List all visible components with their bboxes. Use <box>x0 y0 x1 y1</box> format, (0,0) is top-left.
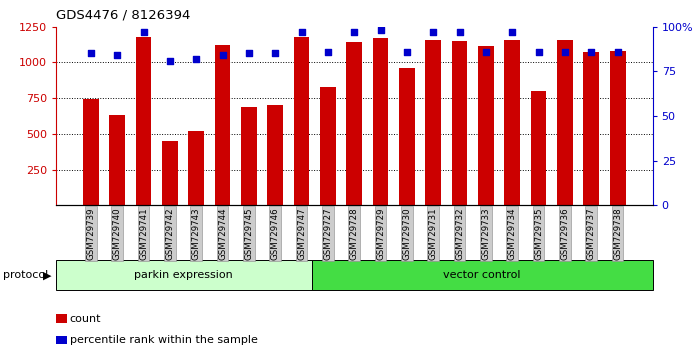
Point <box>559 49 570 55</box>
Point <box>612 49 623 55</box>
Point <box>322 49 334 55</box>
Text: count: count <box>70 314 101 324</box>
Bar <box>110 115 125 205</box>
Text: GSM729728: GSM729728 <box>350 207 359 260</box>
Text: parkin expression: parkin expression <box>134 270 233 280</box>
Text: GSM729745: GSM729745 <box>244 207 253 260</box>
Bar <box>241 107 257 205</box>
Point <box>85 51 96 56</box>
Point <box>480 49 491 55</box>
Bar <box>215 45 230 205</box>
FancyBboxPatch shape <box>311 260 653 290</box>
Bar <box>188 131 204 205</box>
Text: GSM729742: GSM729742 <box>165 207 174 260</box>
FancyBboxPatch shape <box>56 260 311 290</box>
Text: GSM729747: GSM729747 <box>297 207 306 260</box>
Bar <box>557 40 573 205</box>
Bar <box>505 40 520 205</box>
Bar <box>609 51 625 205</box>
Text: GSM729735: GSM729735 <box>534 207 543 260</box>
Point <box>112 52 123 58</box>
Text: GSM729740: GSM729740 <box>112 207 121 260</box>
Text: GSM729733: GSM729733 <box>482 207 491 260</box>
Bar <box>530 91 547 205</box>
Point <box>507 29 518 35</box>
Point <box>375 27 386 33</box>
Bar <box>83 99 99 205</box>
Bar <box>267 105 283 205</box>
Bar <box>346 41 362 205</box>
Bar <box>584 52 599 205</box>
Text: protocol: protocol <box>3 270 49 280</box>
Point <box>586 49 597 55</box>
Text: GSM729727: GSM729727 <box>323 207 332 260</box>
Text: GSM729729: GSM729729 <box>376 207 385 259</box>
Text: GSM729743: GSM729743 <box>192 207 201 260</box>
Bar <box>294 37 309 205</box>
Point <box>138 29 149 35</box>
Point <box>348 29 359 35</box>
Point <box>217 52 228 58</box>
Point <box>191 56 202 62</box>
Point <box>244 51 255 56</box>
Point <box>269 51 281 56</box>
Text: GSM729744: GSM729744 <box>218 207 227 260</box>
Bar <box>162 141 178 205</box>
Bar <box>135 37 151 205</box>
Text: vector control: vector control <box>443 270 521 280</box>
Text: GSM729734: GSM729734 <box>507 207 517 260</box>
Text: GSM729732: GSM729732 <box>455 207 464 260</box>
Point <box>454 29 465 35</box>
Text: GSM729736: GSM729736 <box>560 207 570 260</box>
Text: ▶: ▶ <box>43 270 52 280</box>
Text: GSM729730: GSM729730 <box>403 207 411 260</box>
Point <box>164 58 175 63</box>
Bar <box>452 41 468 205</box>
Text: GSM729737: GSM729737 <box>587 207 596 260</box>
Text: GSM729741: GSM729741 <box>139 207 148 260</box>
Bar <box>399 68 415 205</box>
Bar <box>320 87 336 205</box>
Text: GDS4476 / 8126394: GDS4476 / 8126394 <box>56 9 191 22</box>
Text: GSM729731: GSM729731 <box>429 207 438 260</box>
Text: GSM729739: GSM729739 <box>87 207 96 259</box>
Bar <box>478 46 493 205</box>
Text: GSM729738: GSM729738 <box>613 207 622 260</box>
Point <box>428 29 439 35</box>
Text: percentile rank within the sample: percentile rank within the sample <box>70 335 258 345</box>
Point <box>401 49 413 55</box>
Point <box>533 49 544 55</box>
Point <box>296 29 307 35</box>
Bar <box>425 40 441 205</box>
Text: GSM729746: GSM729746 <box>271 207 280 260</box>
Bar <box>373 38 389 205</box>
